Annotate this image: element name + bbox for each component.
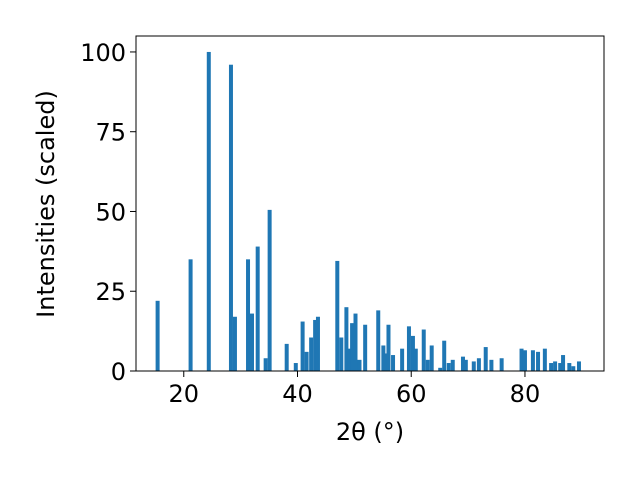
x-tick-label: 80 xyxy=(510,380,541,408)
y-axis-label: Intensities (scaled) xyxy=(32,90,60,318)
bar xyxy=(442,340,447,371)
bar xyxy=(438,367,443,371)
bar xyxy=(530,350,535,371)
bar xyxy=(228,64,233,371)
y-tick-label: 0 xyxy=(111,358,126,386)
bar xyxy=(206,51,211,371)
bar xyxy=(155,300,160,371)
bar xyxy=(293,363,298,371)
bar xyxy=(391,355,396,371)
bar xyxy=(571,366,576,371)
bar xyxy=(188,259,193,371)
bar xyxy=(313,319,318,371)
bar xyxy=(376,310,381,371)
bar xyxy=(250,313,255,371)
bar xyxy=(284,343,289,371)
bar xyxy=(339,337,344,371)
bar xyxy=(246,259,251,371)
bar xyxy=(499,358,504,371)
bar xyxy=(536,351,541,371)
bar xyxy=(421,329,426,371)
bar xyxy=(558,363,563,371)
y-tick-label: 50 xyxy=(95,198,126,226)
bar xyxy=(476,358,481,371)
bar xyxy=(386,324,391,371)
bar xyxy=(471,361,476,371)
bar xyxy=(309,337,314,371)
bar xyxy=(267,209,272,371)
bar xyxy=(232,316,237,371)
x-tick-label: 20 xyxy=(168,380,199,408)
bar xyxy=(553,361,558,371)
bar xyxy=(567,363,572,371)
bar xyxy=(400,348,405,371)
bar xyxy=(561,355,566,371)
plot-frame xyxy=(135,35,605,372)
bar xyxy=(489,359,494,371)
bar xyxy=(350,323,355,371)
bar xyxy=(384,353,389,371)
bar xyxy=(483,347,488,371)
bar xyxy=(347,348,352,371)
bar xyxy=(381,345,386,371)
y-tick-label: 25 xyxy=(95,278,126,306)
bar xyxy=(410,335,415,371)
x-axis-label: 2θ (°) xyxy=(336,418,404,446)
bar xyxy=(460,356,465,371)
bar xyxy=(300,321,305,371)
bar xyxy=(363,324,368,371)
bar xyxy=(263,358,268,371)
bar xyxy=(446,363,451,371)
x-tick-label: 60 xyxy=(396,380,427,408)
bar xyxy=(519,348,524,371)
bar xyxy=(255,246,260,371)
bar xyxy=(549,363,554,371)
bar xyxy=(429,345,434,371)
bar xyxy=(576,361,581,371)
bar xyxy=(450,359,455,371)
bar xyxy=(406,326,411,371)
bar xyxy=(542,348,547,371)
bar xyxy=(335,260,340,371)
bar xyxy=(353,313,358,371)
bar xyxy=(357,359,362,371)
x-tick-label: 40 xyxy=(282,380,313,408)
y-tick-label: 75 xyxy=(95,119,126,147)
bar xyxy=(304,351,309,371)
bar xyxy=(413,348,418,371)
bar xyxy=(463,359,468,371)
bar xyxy=(522,350,527,371)
y-tick-label: 100 xyxy=(80,39,126,67)
bar xyxy=(344,307,349,371)
bar xyxy=(315,316,320,371)
bar xyxy=(425,359,430,371)
